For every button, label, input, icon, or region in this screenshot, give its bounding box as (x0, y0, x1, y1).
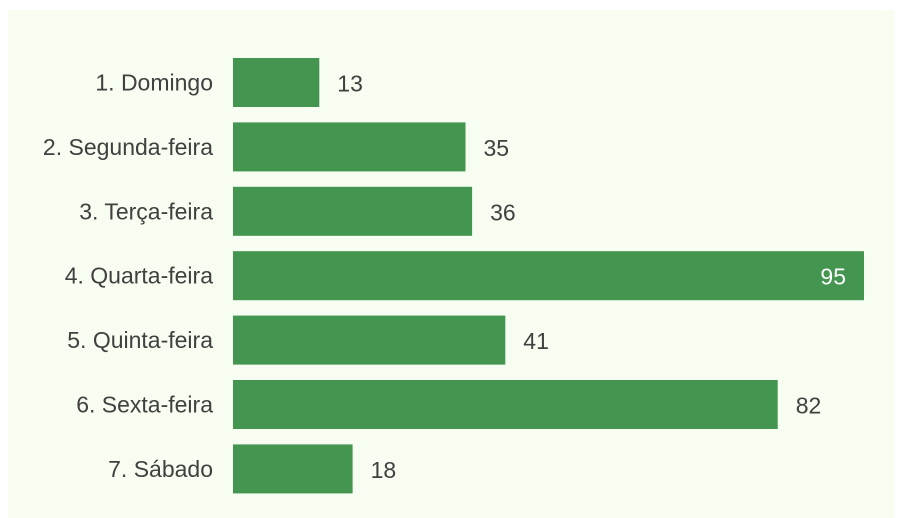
category-label-1: 1. Domingo (95, 70, 213, 96)
value-label-1: 13 (337, 71, 363, 97)
bar-3[interactable] (233, 186, 473, 236)
category-label-2: 2. Segunda-feira (43, 134, 213, 160)
bar-5[interactable] (233, 315, 506, 365)
value-label-5: 41 (523, 328, 549, 354)
bars-group (233, 58, 864, 494)
category-labels: 1. Domingo 2. Segunda-feira 3. Terça-feira… (43, 70, 213, 482)
value-labels: 13 35 36 95 41 82 18 (337, 71, 846, 483)
bar-6[interactable] (233, 380, 778, 429)
value-label-4: 95 (820, 264, 846, 290)
category-label-3: 3. Terça-feira (79, 198, 213, 224)
value-label-6: 82 (796, 393, 822, 419)
category-label-4: 4. Quarta-feira (65, 263, 213, 289)
category-label-7: 7. Sábado (108, 456, 213, 482)
bar-2[interactable] (233, 122, 466, 172)
bar-1[interactable] (233, 58, 320, 107)
category-label-6: 6. Sexta-feira (76, 392, 213, 418)
bar-7[interactable] (233, 444, 353, 494)
bar-4[interactable] (233, 251, 864, 301)
category-label-5: 5. Quinta-feira (67, 327, 213, 353)
value-label-7: 18 (371, 457, 397, 483)
value-label-3: 36 (490, 199, 516, 225)
value-label-2: 35 (484, 135, 510, 161)
